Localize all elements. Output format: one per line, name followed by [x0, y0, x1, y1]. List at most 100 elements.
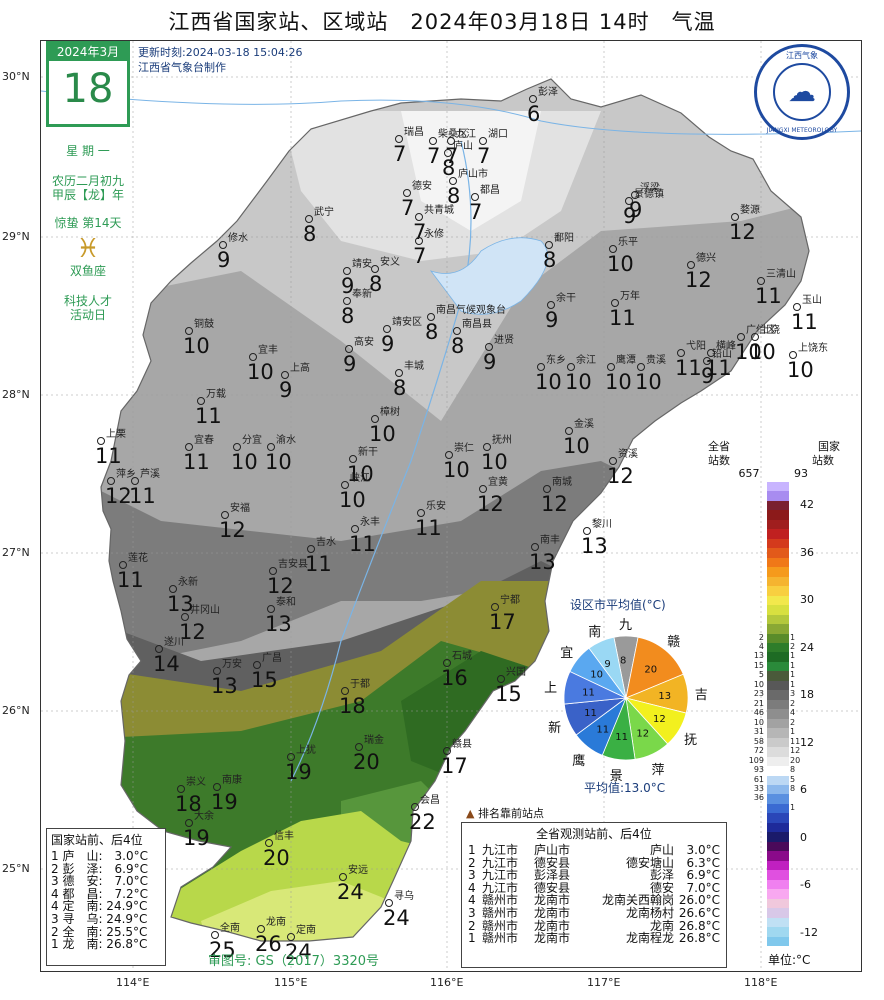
station-name: 庐山市 — [458, 167, 488, 180]
station-dot-icon — [131, 477, 139, 485]
station-marker: 修水 9 — [217, 231, 248, 272]
station-marker: 于都 18 — [339, 678, 370, 718]
station-name: 万安 — [222, 657, 242, 670]
station-dot-icon — [97, 437, 105, 445]
station-temperature: 24 — [337, 880, 364, 904]
station-dot-icon — [403, 189, 411, 197]
station-temperature: 10 — [347, 462, 374, 486]
colorbar-cell — [767, 491, 789, 502]
station-dot-icon — [537, 363, 545, 371]
all-rank-row: 3 赣州市 龙南市 龙南杨村 26.6°C — [468, 907, 720, 920]
station-marker: 崇仁 10 — [443, 442, 474, 482]
station-marker: 彭泽 6 — [527, 85, 558, 126]
all-rank-cell: 4 — [468, 893, 476, 908]
station-temperature: 8 — [451, 334, 464, 358]
colorbar-cell — [767, 699, 789, 710]
station-marker: 三清山 11 — [755, 267, 796, 308]
station-name: 乐平 — [618, 236, 638, 248]
all-rank-cell: 庐山市 — [534, 843, 571, 857]
station-name: 武宁 — [314, 205, 334, 218]
station-name: 南丰 — [540, 533, 560, 546]
all-rank-row: 2 九江市 德安县 德安塘山 6.3°C — [468, 856, 720, 870]
station-name: 修水 — [228, 231, 248, 244]
station-marker: 上高 9 — [279, 361, 310, 402]
all-rank-cell: 3 — [468, 868, 476, 883]
station-marker: 兴国 15 — [495, 666, 526, 706]
station-marker: 南城 12 — [541, 475, 572, 516]
station-name: 东乡 — [546, 353, 566, 366]
colorbar-cell — [767, 548, 789, 559]
station-marker: 铅山 9 — [701, 347, 732, 388]
station-marker: 南昌气候观象台 8 — [425, 303, 506, 344]
all-rank-cell: 赣州市 — [482, 893, 519, 908]
province-border — [100, 78, 810, 942]
station-temperature: 12 — [219, 518, 246, 542]
national-station-count: 11 — [790, 736, 801, 746]
all-station-count: 46 — [753, 708, 764, 718]
station-marker: 宜黄 12 — [477, 475, 508, 516]
station-marker: 吉安县 12 — [267, 557, 308, 598]
station-name: 黎川 — [592, 517, 612, 530]
station-marker: 丰城 8 — [393, 359, 424, 400]
station-marker: 共青城 7 — [413, 203, 454, 244]
calendar-card: 2024年3月 18 — [46, 41, 130, 127]
station-name: 铅山 — [712, 347, 732, 360]
station-marker: 赣县 17 — [441, 737, 472, 778]
colorbar-cell — [767, 832, 789, 843]
station-name: 湖口 — [488, 128, 508, 140]
station-temperature: 12 — [729, 220, 756, 244]
station-name: 余江 — [576, 353, 596, 366]
station-name: 井冈山 — [190, 603, 220, 616]
colorbar-cell — [767, 908, 789, 919]
station-dot-icon — [119, 561, 127, 569]
station-dot-icon — [631, 191, 639, 199]
all-rank-cell: 德安 — [649, 880, 674, 895]
all-station-count: 10 — [753, 717, 764, 727]
station-temperature: 19 — [211, 790, 238, 814]
station-name: 靖安区 — [392, 315, 422, 328]
all-station-count: 23 — [753, 689, 764, 699]
station-temperature: 17 — [489, 610, 516, 634]
station-dot-icon — [793, 303, 801, 311]
station-name: 南康 — [222, 773, 242, 786]
station-marker: 都昌 7 — [469, 184, 500, 224]
station-temperature: 11 — [349, 532, 376, 556]
station-dot-icon — [415, 237, 423, 245]
station-dot-icon — [341, 687, 349, 695]
station-temperature: 18 — [339, 694, 366, 718]
colorbar-tick: 24 — [800, 640, 814, 654]
all-station-count: 4 — [758, 641, 764, 651]
festival-line-1: 科技人才 — [63, 294, 112, 308]
colorbar-cell — [767, 879, 789, 890]
station-marker: 广信区 10 — [735, 324, 776, 364]
poyang-lake — [429, 237, 549, 315]
national-station-count: 1 — [790, 651, 796, 661]
yangtze-river — [41, 90, 861, 135]
station-name: 广信区 — [746, 324, 776, 336]
all-rank-cell: 龙南 — [649, 918, 674, 933]
station-dot-icon — [677, 349, 685, 357]
station-temperature: 8 — [447, 184, 460, 208]
all-rank-row: 3 九江市 彭泽县 彭泽 6.9°C — [468, 869, 720, 882]
station-name: 瑞金 — [364, 733, 384, 746]
station-marker: 靖安区 9 — [381, 315, 422, 356]
station-dot-icon — [345, 345, 353, 353]
colorbar-cell — [767, 775, 789, 786]
station-name: 广昌 — [262, 652, 282, 664]
national-station-count: 8 — [790, 765, 796, 775]
all-rank-cell: 7.0°C — [686, 880, 720, 895]
station-name: 安远 — [348, 863, 368, 876]
all-rank-cell: 彭泽县 — [534, 868, 571, 883]
station-dot-icon — [531, 543, 539, 551]
all-rank-cell: 1 — [468, 843, 476, 857]
station-dot-icon — [429, 137, 437, 145]
station-name: 上饶东 — [798, 341, 828, 354]
station-dot-icon — [281, 371, 289, 379]
station-dot-icon — [497, 675, 505, 683]
station-marker: 东乡 10 — [535, 353, 566, 394]
station-dot-icon — [211, 931, 219, 939]
map-frame: 彭泽 6 瑞昌 7 柴桑区 7 九江 7 湖口 7 庐山 8 庐山市 8 德安 7 都昌 7 共青城 7 永修 7 武宁 8 修… — [40, 40, 862, 972]
station-name: 彭泽 — [538, 85, 558, 98]
zodiac-sign: 双鱼座 — [69, 264, 106, 278]
station-name: 崇义 — [186, 776, 206, 788]
